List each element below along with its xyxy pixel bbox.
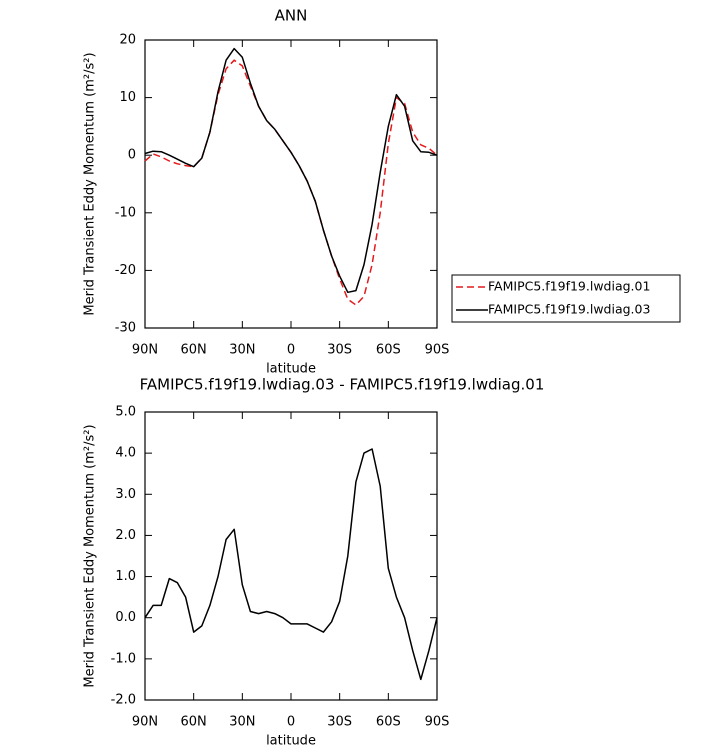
- x-tick-label: 60S: [376, 715, 401, 730]
- y-tick-label: -2.0: [111, 693, 136, 708]
- chart-title: FAMIPC5.f19f19.lwdiag.03 - FAMIPC5.f19f1…: [140, 376, 545, 394]
- y-tick-label: 0: [128, 148, 136, 163]
- y-tick-label: 10: [119, 90, 136, 105]
- series-line: [144, 47, 438, 294]
- x-tick-label: 90S: [425, 343, 450, 358]
- y-tick-label: 1.0: [115, 569, 136, 584]
- x-tick-label: 60S: [376, 343, 401, 358]
- y-tick-label: 0.0: [115, 610, 136, 625]
- x-axis-label: latitude: [266, 734, 316, 749]
- legend-label: FAMIPC5.f19f19.lwdiag.01: [488, 279, 650, 294]
- x-tick-label: 90S: [425, 715, 450, 730]
- y-tick-label: 4.0: [115, 446, 136, 461]
- series-line: [144, 59, 438, 306]
- x-tick-label: 30N: [229, 343, 255, 358]
- x-tick-label: 30N: [229, 715, 255, 730]
- x-tick-label: 0: [287, 715, 295, 730]
- y-tick-label: 5.0: [115, 405, 136, 420]
- series-line: [144, 448, 438, 681]
- y-tick-label: 20: [119, 33, 136, 48]
- y-axis-label: Merid Transient Eddy Momentum (m²/s²): [83, 424, 98, 687]
- x-tick-label: 60N: [181, 343, 207, 358]
- x-tick-label: 30S: [327, 343, 352, 358]
- x-tick-label: 90N: [132, 715, 158, 730]
- plot-frame: [144, 39, 438, 329]
- y-tick-label: -20: [115, 263, 136, 278]
- x-axis-label: latitude: [266, 362, 316, 377]
- y-tick-label: -1.0: [111, 651, 136, 666]
- chart-title: ANN: [275, 7, 308, 25]
- x-tick-label: 0: [287, 343, 295, 358]
- y-axis-label: Merid Transient Eddy Momentum (m²/s²): [83, 52, 98, 315]
- legend-label: FAMIPC5.f19f19.lwdiag.03: [488, 302, 650, 317]
- y-tick-label: -10: [115, 205, 136, 220]
- plot-frame: [144, 411, 438, 701]
- x-tick-label: 90N: [132, 343, 158, 358]
- x-tick-label: 60N: [181, 715, 207, 730]
- x-tick-label: 30S: [327, 715, 352, 730]
- y-tick-label: 3.0: [115, 487, 136, 502]
- y-tick-label: 2.0: [115, 528, 136, 543]
- legend-box: [451, 274, 681, 323]
- y-tick-label: -30: [115, 321, 136, 336]
